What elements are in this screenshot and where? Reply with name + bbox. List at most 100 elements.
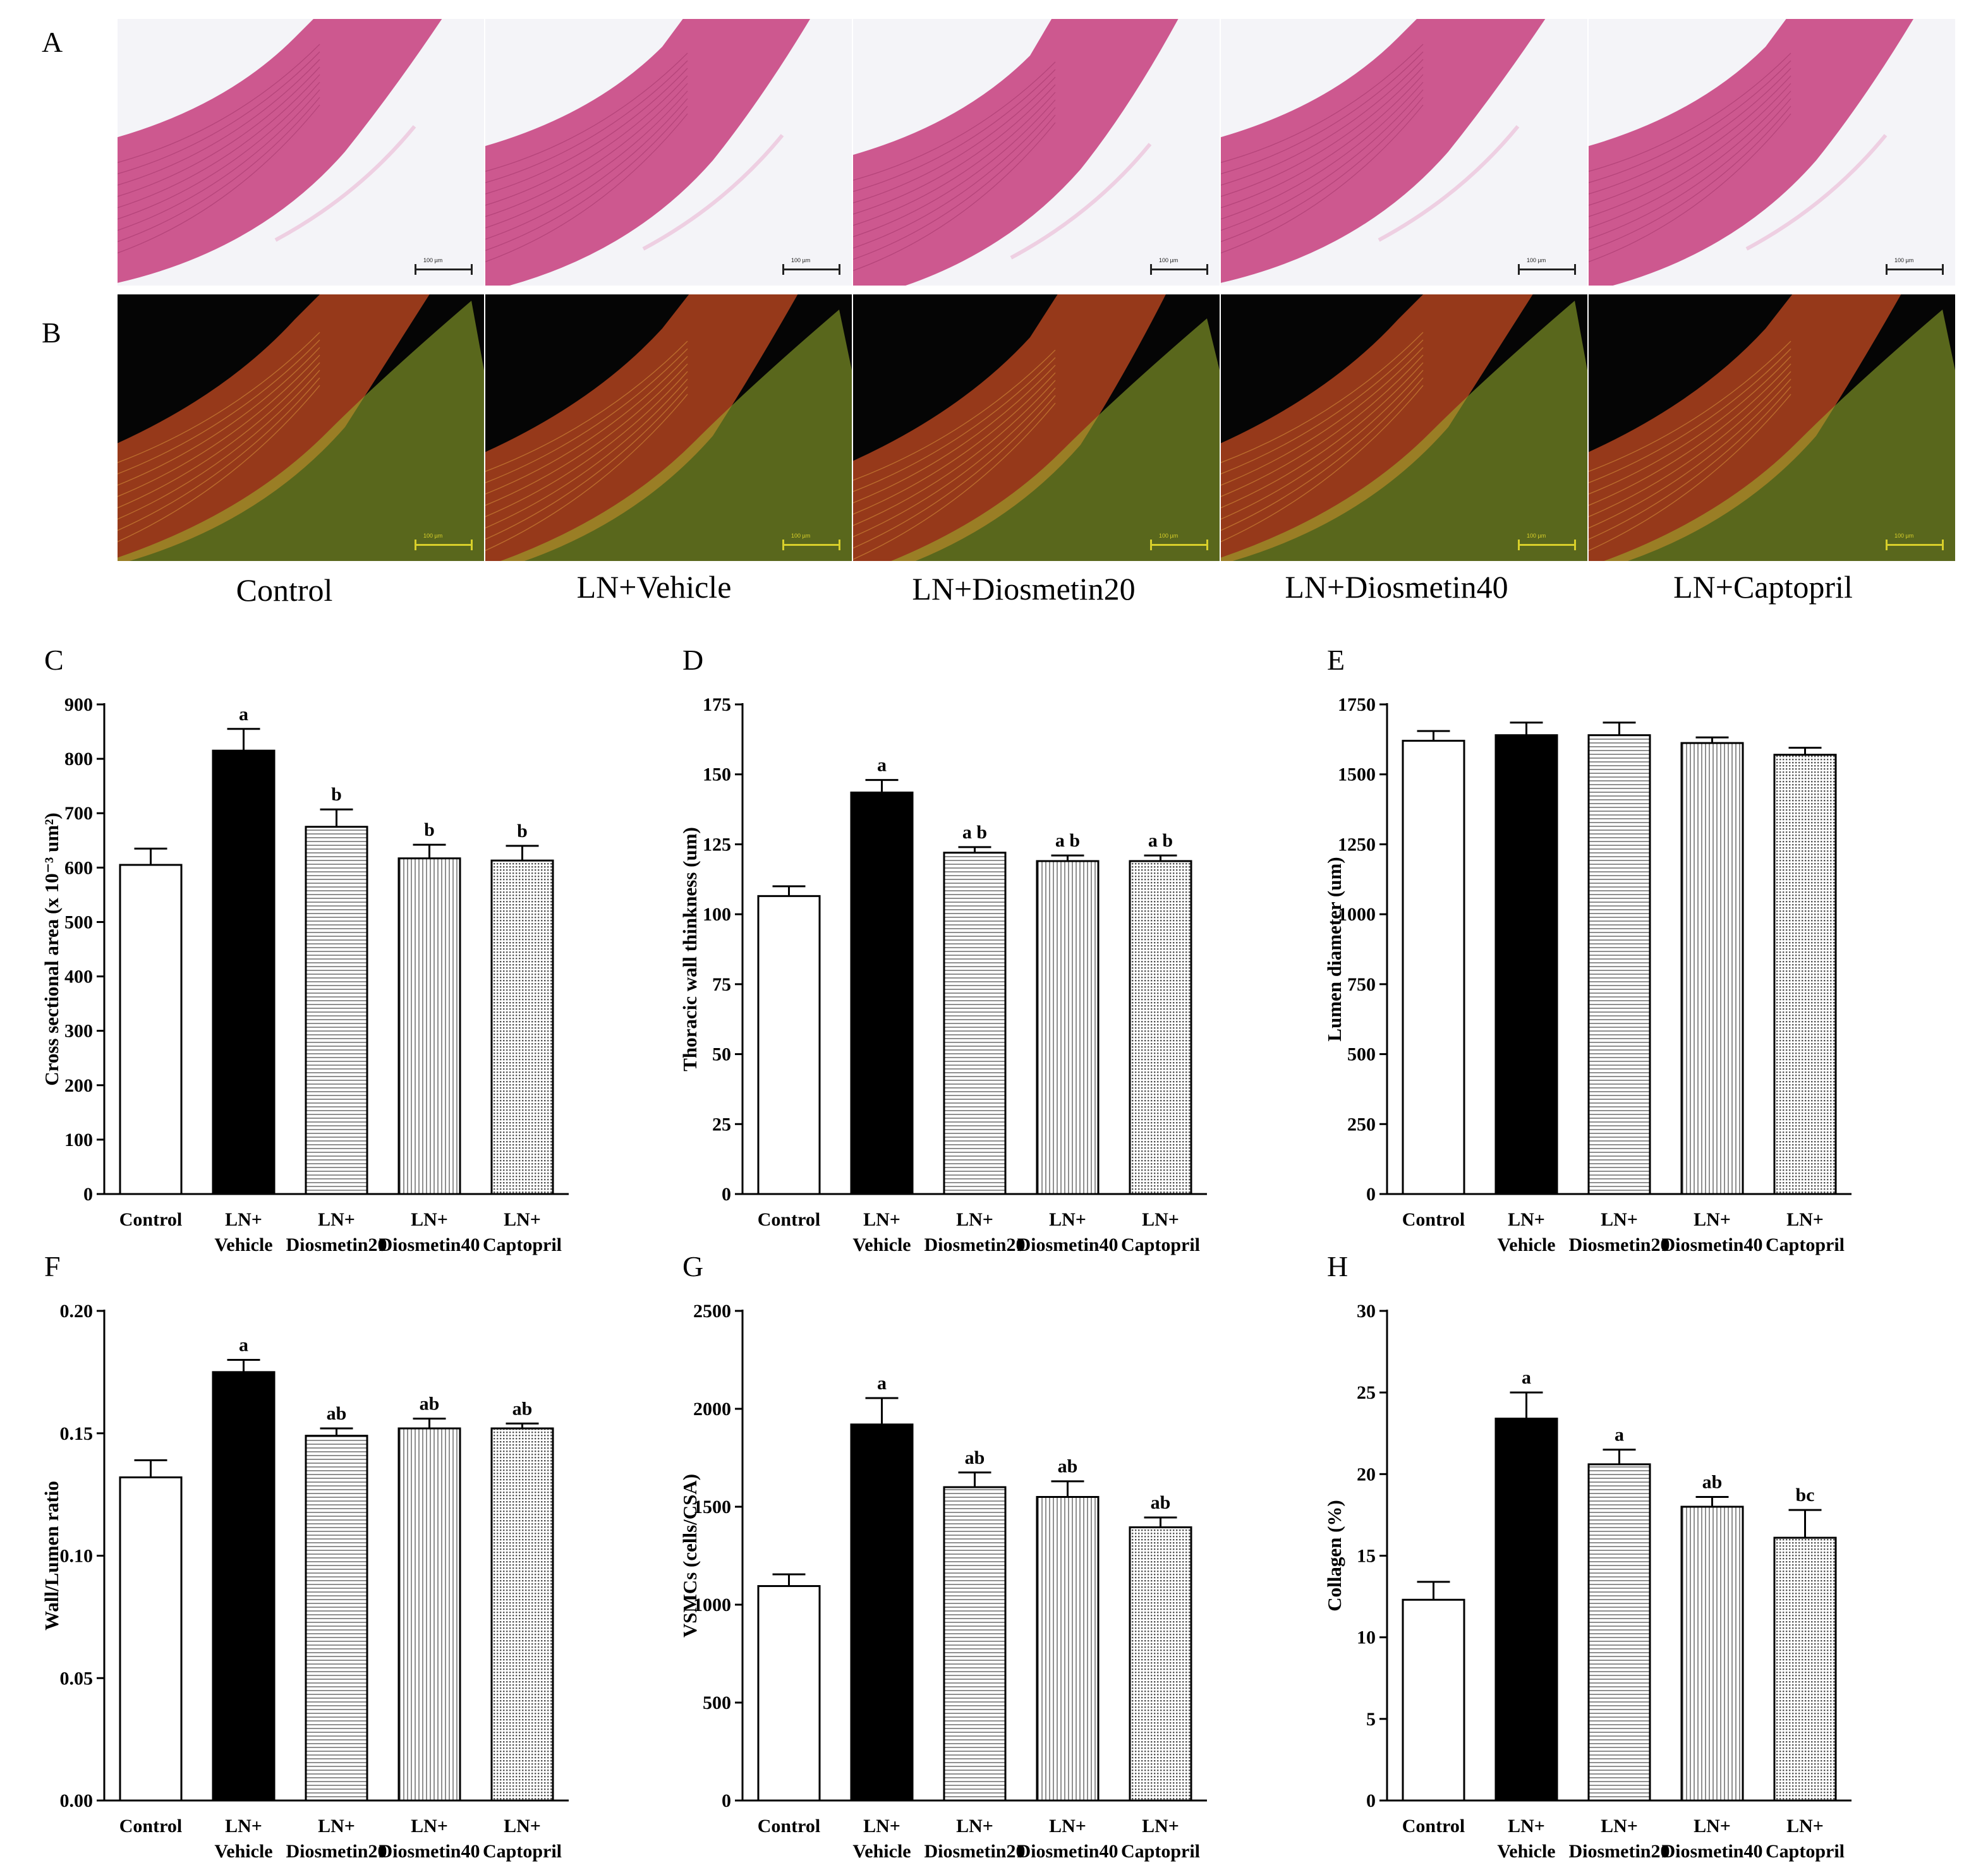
chart-c-svg: C 0 100 200 300 400 500 600 700 800 900 Cross secti… [40,644,569,1255]
chart-d-xtick-label: Diosmetin40 [1017,1234,1118,1255]
sr-scalebar-text-5: 100 µm [1894,533,1914,539]
chart-h-annotation: a [1615,1425,1624,1445]
chart-e-ytick-label: 1500 [1338,764,1376,785]
group-label-ln-diosmetin20: LN+Diosmetin20 [912,571,1136,606]
chart-f-ytick-label: 0.00 [60,1790,94,1811]
chart-g-bar [850,1423,914,1802]
group-label-control: Control [236,572,333,608]
chart-g-xtick-label: Diosmetin40 [1017,1841,1118,1862]
chart-e-xtick-label: Vehicle [1497,1234,1555,1255]
chart-d-annotation: a [877,755,887,776]
chart-h-collagen: H 0 5 10 15 20 25 30 Collagen (%) Control a LN+ Vehi… [1302,1241,1934,1862]
chart-g-annotation: ab [965,1447,985,1468]
chart-d-xtick-label: LN+ [956,1209,993,1230]
chart-d-annotation: a b [1148,830,1173,851]
chart-h-ytick-label: 30 [1357,1301,1376,1322]
chart-d-ytick-label: 175 [703,694,731,715]
chart-f-xtick-label: LN+ [504,1816,541,1837]
he-scalebar-text-4: 100 µm [1527,257,1546,263]
chart-c-annotation: b [517,821,528,842]
sr-micrograph-5: 100 µm [1589,294,1955,561]
chart-c-cross-sectional-area: C 0 100 200 300 400 500 600 700 800 900 Cross secti… [19,635,651,1255]
chart-g-xtick-label: Diosmetin20 [924,1841,1026,1862]
chart-h-bar [1680,1505,1744,1802]
sr-scalebar-text-2: 100 µm [791,533,811,539]
he-scalebar-2: 100 µm [782,257,840,275]
chart-f-bar [305,1435,368,1802]
chart-g-annotation: ab [1058,1456,1078,1477]
sr-scalebar-text-4: 100 µm [1527,533,1546,539]
chart-f-xtick-label: Diosmetin20 [286,1841,387,1862]
chart-h-xtick-label: LN+ [1694,1816,1731,1837]
chart-c-ylabel: Cross sectional area (x 10⁻³ um²) [40,812,63,1085]
chart-c-panel-label: C [44,644,64,676]
chart-h-bar [1402,1598,1465,1802]
sr-tissue-image [1589,294,1955,561]
chart-c-xtick-label: LN+ [318,1209,355,1230]
chart-h-bar [1587,1463,1651,1802]
chart-d-bar [1036,860,1100,1195]
chart-d-ytick-label: 125 [703,834,731,855]
chart-f-xtick-label: LN+ [318,1816,355,1837]
chart-e-svg: E 0 250 500 750 1000 1250 1500 1750 Lumen diamete… [1323,644,1852,1255]
chart-d-ytick-label: 0 [722,1184,731,1205]
chart-d-ytick-label: 100 [703,904,731,925]
chart-d-ytick-label: 25 [712,1114,731,1135]
chart-e-panel-label: E [1327,644,1345,676]
chart-f-bar [397,1427,461,1802]
group-label-ln-diosmetin40: LN+Diosmetin40 [1285,569,1508,605]
chart-g-ytick-label: 1000 [693,1595,731,1615]
chart-d-xtick-label: Captopril [1121,1234,1200,1255]
chart-c-xtick-label: Control [119,1209,182,1230]
chart-c-bar [490,859,554,1195]
chart-c-annotation: b [424,819,435,840]
chart-f-annotation: ab [420,1394,440,1415]
he-tissue-image [118,19,442,283]
chart-h-ytick-label: 15 [1357,1546,1376,1567]
chart-e-bar [1402,740,1465,1195]
chart-g-xtick-label: Captopril [1121,1841,1200,1862]
chart-h-panel-label: H [1327,1250,1348,1282]
chart-d-ylabel: Thoracic wall thinkness (um) [679,827,701,1071]
he-micrograph-4: 100 µm [1221,19,1587,286]
chart-c-ytick-label: 100 [64,1130,93,1150]
chart-f-annotation: ab [327,1403,347,1424]
chart-f-xtick-label: Control [119,1816,182,1837]
chart-g-ylabel: VSMCs (cells/CSA) [679,1474,701,1638]
chart-e-xtick-label: LN+ [1786,1209,1824,1230]
chart-h-xtick-label: LN+ [1601,1816,1638,1837]
chart-e-lumen-diameter: E 0 250 500 750 1000 1250 1500 1750 Lumen diamete… [1302,635,1934,1255]
chart-g-xtick-label: Vehicle [852,1841,911,1862]
he-tissue-image [853,19,1179,286]
chart-h-xtick-label: Diosmetin40 [1662,1841,1763,1862]
chart-h-annotation: a [1522,1367,1531,1388]
chart-c-ytick-label: 600 [64,857,93,878]
sr-scalebar-4: 100 µm [1518,533,1576,550]
he-scalebar-5: 100 µm [1886,257,1944,275]
chart-d-xtick-label: LN+ [1142,1209,1179,1230]
chart-c-ytick-label: 900 [64,694,93,715]
sr-micrograph-4: 100 µm [1221,294,1587,561]
chart-h-ylabel: Collagen (%) [1323,1500,1345,1612]
panel-label-b: B [42,317,61,349]
sr-micrograph-1: 100 µm [118,294,484,561]
chart-d-annotation: a b [962,822,987,843]
sr-scalebar-3: 100 µm [1150,533,1208,550]
chart-d-xtick-label: Vehicle [852,1234,911,1255]
chart-h-annotation: bc [1796,1485,1815,1505]
chart-g-annotation: ab [1151,1492,1171,1513]
chart-c-xtick-label: Diosmetin20 [286,1234,387,1255]
sr-tissue-image [853,294,1220,561]
chart-d-svg: D 0 25 50 75 100 125 150 175 Thoracic wall thinkn… [679,644,1207,1255]
sr-tissue-image [1221,294,1587,561]
he-scalebar-text-5: 100 µm [1894,257,1914,263]
chart-h-ytick-label: 0 [1366,1790,1376,1811]
chart-d-xtick-label: LN+ [1049,1209,1086,1230]
sr-scalebar-text-1: 100 µm [423,533,443,539]
chart-d-ytick-label: 50 [712,1044,731,1065]
chart-f-ytick-label: 0.20 [60,1301,94,1322]
chart-h-bar [1494,1418,1558,1802]
chart-f-ytick-label: 0.15 [60,1423,94,1444]
chart-d-bar [1129,860,1192,1195]
chart-f-annotation: a [239,1335,248,1356]
